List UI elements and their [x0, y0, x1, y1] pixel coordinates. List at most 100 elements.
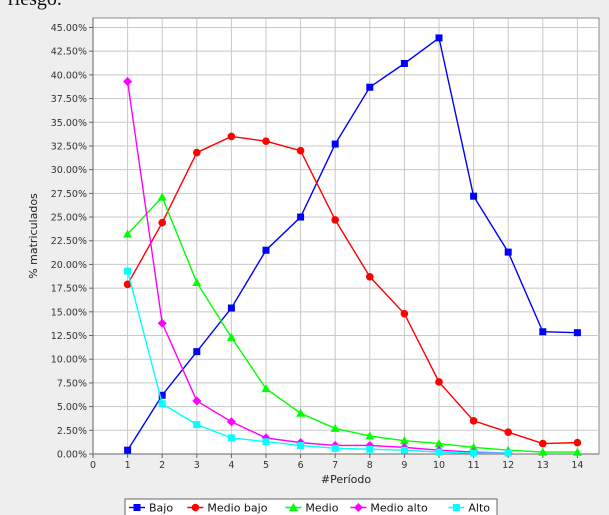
data-point-medio-bajo	[400, 309, 409, 318]
data-point-bajo	[193, 348, 201, 356]
y-tick-label: 42.50%	[51, 47, 87, 58]
series-medio-bajo	[123, 132, 582, 448]
data-point-medio-bajo	[573, 438, 582, 447]
y-tick-label: 32.50%	[51, 141, 87, 152]
y-tick-label: 22.50%	[51, 236, 87, 247]
y-tick-label: 0.00%	[57, 450, 87, 461]
x-tick-label: 12	[502, 460, 514, 471]
y-tick-label: 20.00%	[51, 260, 87, 271]
y-tick-label: 40.00%	[51, 70, 87, 81]
data-point-alto	[435, 448, 443, 456]
x-tick-label: 4	[228, 460, 234, 471]
y-tick-label: 45.00%	[51, 23, 87, 34]
data-point-medio	[157, 192, 167, 201]
x-tick-label: 13	[537, 460, 549, 471]
data-point-medio	[192, 277, 202, 286]
x-tick-label: 5	[263, 460, 269, 471]
y-tick-label: 2.50%	[57, 426, 87, 437]
data-point-bajo	[124, 446, 132, 454]
legend-marker-bajo	[133, 504, 141, 511]
data-point-bajo	[573, 329, 581, 337]
data-point-medio-bajo	[296, 146, 305, 155]
data-point-medio	[434, 439, 444, 448]
y-tick-label: 37.50%	[51, 94, 87, 105]
data-point-alto	[262, 438, 270, 446]
data-point-alto	[297, 441, 305, 449]
data-point-bajo	[331, 140, 339, 148]
data-point-alto	[193, 421, 201, 429]
data-point-bajo	[470, 192, 478, 200]
data-point-medio-alto	[192, 396, 202, 406]
legend: Bajo Medio bajo Medio Medio alto Alto	[124, 498, 498, 515]
data-point-alto	[331, 444, 339, 452]
series-line-bajo	[127, 36, 578, 451]
data-point-medio	[261, 384, 271, 393]
data-point-bajo	[366, 83, 374, 91]
legend-label-medio: Medio	[305, 502, 338, 515]
cropped-caption-text: riesgo.	[8, 0, 62, 11]
x-tick-label: 6	[298, 460, 304, 471]
y-tick-label: 27.50%	[51, 189, 87, 200]
data-point-medio-bajo	[158, 218, 166, 227]
x-tick-label: 14	[571, 460, 583, 471]
data-point-medio	[538, 447, 548, 456]
y-tick-label: 35.00%	[51, 118, 87, 129]
data-point-medio	[399, 436, 409, 445]
y-tick-label: 25.00%	[51, 213, 87, 224]
series-line-alto	[126, 270, 509, 454]
data-point-bajo	[504, 248, 512, 256]
data-point-medio-bajo	[435, 378, 443, 386]
series-line-medio	[127, 195, 578, 453]
data-point-bajo	[297, 213, 305, 221]
y-tick-label: 12.50%	[51, 331, 87, 342]
x-tick-label: 9	[401, 460, 407, 471]
data-point-alto	[158, 400, 166, 408]
series-line-medio-alto	[126, 81, 509, 454]
x-tick-label: 2	[159, 460, 165, 471]
data-point-bajo	[262, 246, 270, 254]
x-axis-title: #Período	[321, 473, 372, 486]
x-tick-label: 3	[194, 460, 200, 471]
x-tick-label: 1	[125, 460, 131, 471]
data-point-medio-bajo	[123, 280, 132, 289]
legend-marker-medio	[288, 503, 298, 511]
y-tick-label: 17.50%	[51, 284, 87, 295]
series-bajo	[124, 34, 581, 454]
data-point-alto	[227, 434, 235, 442]
data-point-bajo	[400, 59, 408, 67]
data-point-medio-bajo	[227, 132, 236, 141]
data-point-alto	[400, 446, 408, 454]
y-tick-label: 30.00%	[51, 165, 87, 176]
data-point-medio-bajo	[193, 148, 201, 157]
data-point-medio	[296, 408, 306, 417]
data-point-medio-alto	[157, 318, 167, 328]
y-tick-label: 7.50%	[57, 378, 87, 389]
data-point-medio-bajo	[262, 137, 270, 146]
data-point-alto	[366, 445, 374, 453]
data-point-bajo	[435, 34, 443, 42]
legend-label-medio-bajo: Medio bajo	[207, 502, 267, 515]
legend-label-bajo: Bajo	[149, 502, 173, 515]
data-point-medio	[572, 447, 582, 456]
y-axis-title: % matriculados	[27, 193, 40, 279]
data-point-bajo	[158, 391, 166, 399]
data-point-medio	[469, 442, 479, 451]
data-point-medio-bajo	[504, 428, 512, 437]
series-line-medio-bajo	[126, 135, 578, 445]
legend-label-medio-alto: Medio alto	[370, 502, 428, 515]
legend-marker-medio-alto	[353, 503, 363, 512]
series-alto	[124, 267, 512, 457]
y-tick-label: 10.00%	[51, 355, 87, 366]
legend-marker-medio-bajo	[191, 503, 200, 512]
x-tick-label: 7	[332, 460, 338, 471]
y-tick-label: 5.00%	[57, 402, 87, 413]
legend-marker-alto	[452, 504, 460, 511]
data-point-medio-bajo	[469, 417, 478, 425]
y-tick-label: 15.00%	[51, 307, 87, 318]
data-point-medio-alto	[123, 77, 133, 87]
data-point-medio-alto	[226, 417, 236, 427]
data-point-medio	[226, 332, 236, 341]
data-point-bajo	[227, 304, 235, 312]
